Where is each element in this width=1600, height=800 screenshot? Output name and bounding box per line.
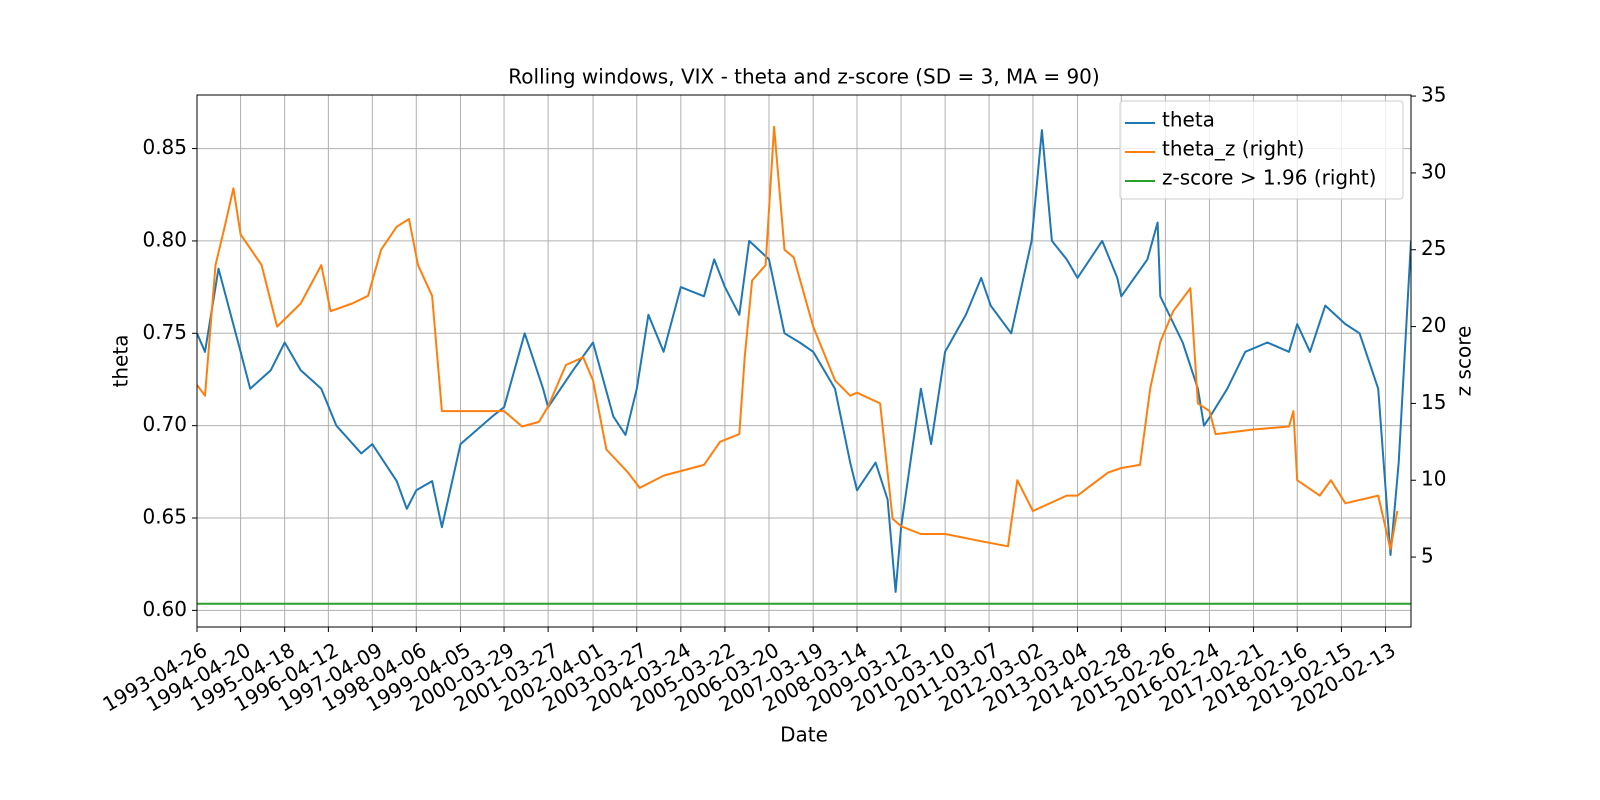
y2-axis-label: z score xyxy=(1452,326,1476,397)
legend-label: theta xyxy=(1162,108,1215,132)
y2-tick-label: 15 xyxy=(1421,390,1446,414)
plot-frame xyxy=(196,94,1412,628)
y2-tick-label: 10 xyxy=(1421,467,1446,491)
legend-label: z-score > 1.96 (right) xyxy=(1162,166,1376,190)
chart-title: Rolling windows, VIX - theta and z-score… xyxy=(508,65,1099,89)
series-line xyxy=(197,125,1399,551)
y-tick-label: 0.60 xyxy=(142,597,187,621)
x-axis-label: Date xyxy=(780,723,828,747)
legend-label: theta_z (right) xyxy=(1162,137,1304,161)
y2-tick-label: 35 xyxy=(1421,83,1446,107)
y-tick-label: 0.65 xyxy=(142,505,187,529)
y-tick-label: 0.75 xyxy=(142,320,187,344)
series-line xyxy=(197,129,1411,593)
y2-tick-label: 25 xyxy=(1421,236,1446,260)
y-tick-label: 0.80 xyxy=(142,227,187,251)
y-axis-label: theta xyxy=(109,335,133,388)
y-tick-label: 0.85 xyxy=(142,135,187,159)
y2-tick-label: 30 xyxy=(1421,159,1446,183)
y2-tick-label: 20 xyxy=(1421,313,1446,337)
y2-tick-label: 5 xyxy=(1421,544,1434,568)
legend-box xyxy=(1119,100,1404,200)
y-tick-label: 0.70 xyxy=(142,412,187,436)
